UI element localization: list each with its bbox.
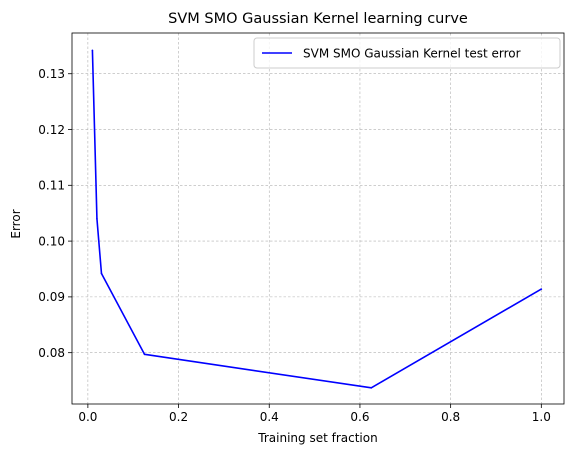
data-point (96, 217, 98, 220)
data-point (540, 288, 543, 290)
plot-area-frame (71, 32, 565, 405)
x-axis-title: Training set fraction (257, 431, 377, 445)
x-tick-label: 0.2 (169, 410, 188, 424)
y-tick-label: 0.09 (38, 290, 65, 304)
y-tick-label: 0.08 (38, 346, 65, 360)
chart-title: SVM SMO Gaussian Kernel learning curve (168, 11, 468, 27)
data-point (91, 49, 94, 52)
series-lines (91, 49, 543, 389)
x-tick-label: 0.8 (441, 410, 460, 424)
y-tick-label: 0.10 (38, 234, 65, 248)
y-tick-label: 0.13 (38, 67, 65, 81)
y-axis-ticks: 0.08 0.09 0.10 0.11 0.12 0.13 (38, 67, 72, 360)
x-tick-label: 0.4 (260, 410, 279, 424)
series-line (91, 50, 542, 389)
legend-series-label: SVM SMO Gaussian Kernel test error (303, 47, 521, 61)
y-tick-label: 0.12 (38, 123, 65, 137)
y-axis-title: Error (9, 209, 23, 238)
grid (72, 33, 564, 404)
legend-box (253, 37, 561, 69)
y-tick-label: 0.11 (38, 179, 65, 193)
x-axis-ticks: 0.0 0.2 0.4 0.6 0.8 1.0 (78, 404, 551, 424)
data-point (370, 387, 373, 389)
x-tick-label: 0.0 (78, 410, 97, 424)
data-point (143, 353, 146, 356)
legend: SVM SMO Gaussian Kernel test error (253, 37, 561, 69)
x-tick-label: 1.0 (532, 410, 551, 424)
x-tick-label: 0.6 (350, 410, 369, 424)
data-point (100, 272, 103, 275)
